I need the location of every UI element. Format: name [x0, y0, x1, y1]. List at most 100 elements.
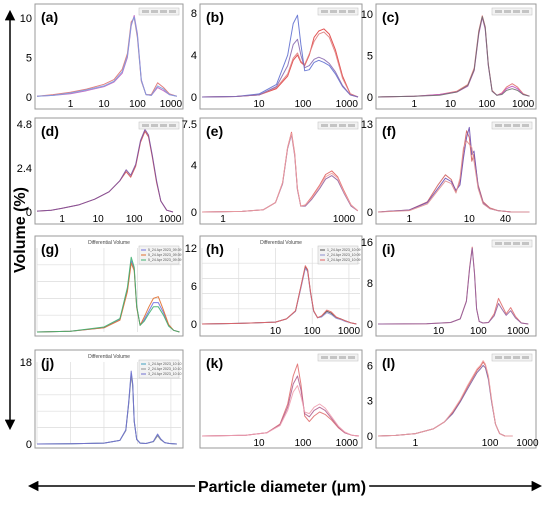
panel-d-ytick-label: 4.8: [17, 119, 32, 131]
panel-j-title: Differential Volume: [88, 354, 130, 360]
panel-f-legend-glyph: [504, 124, 511, 127]
panel-c-legend-glyph: [504, 10, 511, 13]
panel-d-xtick-label: 100: [126, 214, 143, 225]
panel-e-legend-glyph: [330, 124, 337, 127]
panel-h-legend-entry: 3_24 Apr 2023_10:09: [327, 258, 361, 262]
panel-h-legend-entry: 1_24 Apr 2023_10:09: [327, 248, 361, 252]
panel-a-xtick-label: 10: [98, 99, 110, 110]
panel-k-legend-glyph: [330, 356, 337, 359]
panel-a-xtick-label: 1000: [160, 99, 183, 110]
panel-a-legend-glyph: [142, 10, 149, 13]
panel-k-legend-glyph: [321, 356, 328, 359]
panel-e-label: (e): [206, 123, 223, 139]
panel-i-legend: [491, 239, 533, 248]
panel-c-legend-glyph: [522, 10, 529, 13]
panel-e-frame: [199, 117, 363, 225]
panel-l-xtick-label: 1000: [516, 438, 539, 449]
panel-l-series-3: [377, 360, 513, 437]
panel-l-legend-glyph: [522, 356, 529, 359]
panel-k-series-2: [201, 375, 360, 437]
panel-b-series-3: [201, 14, 359, 98]
panel-c-series-3: [377, 16, 530, 98]
panel-c-ytick-label: 0: [367, 92, 373, 104]
panel-j-legend-entry: 2_24 Apr 2023_10:10: [148, 367, 182, 371]
panel-c-ytick-label: 10: [361, 9, 373, 21]
panel-e-ytick-label: 4: [191, 160, 197, 172]
panel-l-ytick-label: 6: [367, 360, 373, 372]
panel-g-series-3: [36, 256, 180, 333]
panel-i-legend-glyph: [504, 242, 511, 245]
panel-e-legend-glyph: [321, 124, 328, 127]
panel-j-series-3: [36, 370, 177, 445]
panel-k-legend: [317, 353, 359, 362]
panel-b-legend-glyph: [330, 10, 337, 13]
panel-j-ytick-label: 0: [26, 439, 32, 451]
panel-i-xtick-label: 1000: [507, 326, 530, 337]
panel-i: 0 8 16 10 100 1000 (i): [361, 235, 537, 337]
panel-h-ytick-label: 6: [191, 281, 197, 293]
panel-e-legend-glyph: [348, 124, 355, 127]
panel-b-legend-glyph: [321, 10, 328, 13]
panel-d-xtick-label: 1000: [159, 214, 182, 225]
panel-b-ytick-label: 4: [191, 50, 197, 62]
panel-l-label: (l): [382, 355, 395, 371]
panel-g-legend: [138, 245, 180, 265]
panel-i-label: (i): [382, 241, 395, 257]
panel-a-legend-glyph: [160, 10, 167, 13]
panel-j: Differential Volume 1_24 Apr 2023_10:102_…: [20, 349, 184, 451]
panel-d-xtick-label: 1: [59, 214, 65, 225]
panel-c-xtick-label: 100: [478, 99, 495, 110]
panel-b-xtick-label: 1000: [336, 99, 359, 110]
panel-g-legend-entry: 5_24 Apr 2023_09:39: [148, 258, 182, 262]
panel-h-xtick-label: 1000: [338, 326, 361, 337]
panel-a-ytick-label: 0: [26, 92, 32, 104]
panel-b-legend-glyph: [348, 10, 355, 13]
panel-l-legend-glyph: [504, 356, 511, 359]
panel-e-ytick-label: 0: [191, 207, 197, 219]
panel-i-xtick-label: 10: [433, 326, 445, 337]
panel-f-ytick-label: 0: [367, 207, 373, 219]
panel-a-ytick-label: 5: [26, 52, 32, 64]
panel-e-xtick-label: 1: [220, 214, 226, 225]
panel-a: 0 5 10 1 10 100 1000 (a): [20, 3, 184, 110]
panel-h: Differential Volume 1_24 Apr 2023_10:092_…: [185, 235, 363, 337]
panel-k-frame: [199, 349, 363, 449]
panel-l-xtick-label: 100: [482, 438, 499, 449]
panel-h-legend-entry: 2_24 Apr 2023_10:09: [327, 253, 361, 257]
panel-f-xtick-label: 10: [464, 214, 476, 225]
panel-l-xtick-label: 1: [413, 438, 419, 449]
panel-c-xtick-label: 1000: [512, 99, 535, 110]
panel-d-legend-glyph: [160, 124, 167, 127]
panel-a-label: (a): [41, 9, 58, 25]
y-axis-label: Volume (%): [12, 187, 29, 273]
panel-a-legend: [138, 7, 180, 16]
panel-b-series-2: [201, 31, 359, 98]
panel-a-legend-glyph: [151, 10, 158, 13]
panel-b-frame: [199, 3, 363, 110]
panel-j-ytick-label: 18: [20, 357, 32, 369]
panel-k-label: (k): [206, 355, 223, 371]
panel-h-legend: [317, 245, 359, 265]
panel-c-legend: [491, 7, 533, 16]
panel-k-legend-glyph: [339, 356, 346, 359]
panel-j-legend-entry: 1_24 Apr 2023_10:10: [148, 362, 182, 366]
panel-f-frame: [375, 117, 537, 225]
panel-f-xtick-label: 1: [407, 214, 413, 225]
panel-c-legend-glyph: [513, 10, 520, 13]
panel-c-label: (c): [382, 9, 399, 25]
panel-b-xtick-label: 100: [295, 99, 312, 110]
panel-h-series-3: [201, 265, 357, 325]
panel-f-series-3: [377, 140, 530, 213]
panel-d-legend-glyph: [169, 124, 176, 127]
panel-d-xtick-label: 10: [93, 214, 105, 225]
panel-g-label: (g): [41, 241, 59, 257]
panel-e-series-3: [201, 132, 359, 213]
panel-l-legend-glyph: [495, 356, 502, 359]
panel-d: 0 2.4 4.8 1 10 100 1000 (d): [17, 117, 184, 225]
panel-b-series-4: [201, 38, 359, 98]
panel-b: 0 4 8 10 100 1000 (b): [191, 3, 363, 110]
